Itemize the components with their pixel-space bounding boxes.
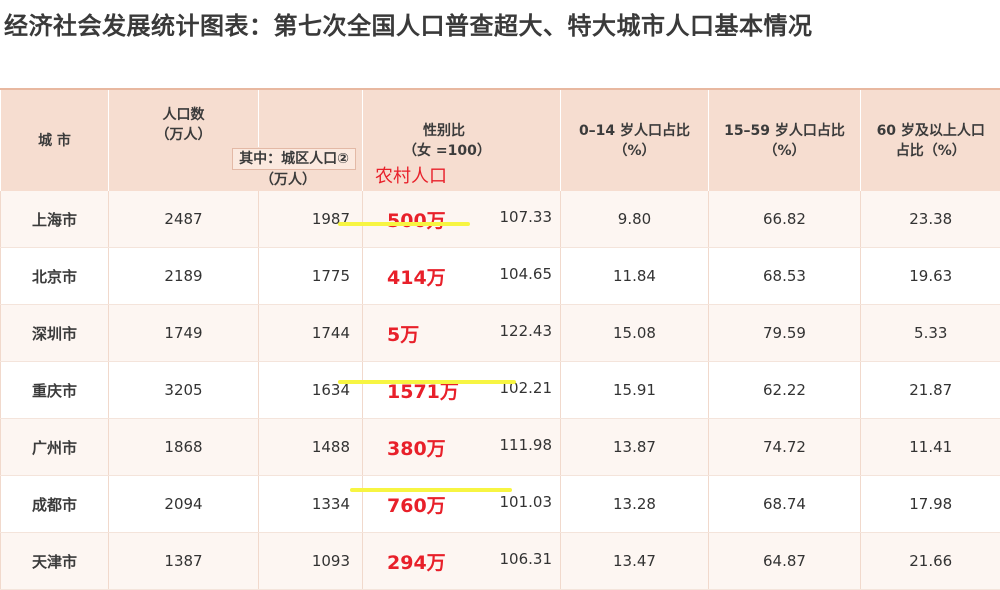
- age-0-14-cell: 11.84: [561, 248, 709, 305]
- rural-population-annotation: 294万: [387, 548, 446, 575]
- urban-population-cell: 1775: [259, 248, 363, 305]
- rural-population-annotation: 5万: [387, 320, 419, 347]
- age-15-59-cell: 64.87: [709, 533, 861, 590]
- city-cell: 天津市: [1, 533, 109, 590]
- rural-sex-cell: 500万 107.33: [363, 191, 561, 248]
- urban-population-cell: 1334: [259, 476, 363, 533]
- age-0-14-cell: 15.08: [561, 305, 709, 362]
- urban-population-cell: 1744: [259, 305, 363, 362]
- age-15-59-cell: 74.72: [709, 419, 861, 476]
- sex-ratio-value: 106.31: [500, 550, 553, 568]
- rural-population-annotation: 760万: [387, 491, 446, 518]
- rural-sex-cell: 380万 111.98: [363, 419, 561, 476]
- age-15-59-cell: 68.53: [709, 248, 861, 305]
- sex-ratio-value: 101.03: [500, 493, 553, 511]
- city-cell: 广州市: [1, 419, 109, 476]
- header-age-0-14: 0–14 岁人口占比 （%）: [561, 89, 709, 191]
- age-60-cell: 23.38: [861, 191, 1000, 248]
- highlight-chongqing: [338, 380, 516, 384]
- population-cell: 2094: [109, 476, 259, 533]
- city-cell: 上海市: [1, 191, 109, 248]
- age-0-14-cell: 13.28: [561, 476, 709, 533]
- sex-ratio-value: 111.98: [500, 436, 553, 454]
- age-0-14-cell: 9.80: [561, 191, 709, 248]
- age-0-14-cell: 15.91: [561, 362, 709, 419]
- age-60-cell: 5.33: [861, 305, 1000, 362]
- table-header: 城 市 人口数 （万人） 性别比 （女 =100） 0–14 岁人口占比 （%）…: [1, 89, 1000, 191]
- header-urban-spacer: [259, 89, 363, 147]
- header-age-15-59: 15–59 岁人口占比 （%）: [709, 89, 861, 191]
- population-cell: 1749: [109, 305, 259, 362]
- page-title: 经济社会发展统计图表：第七次全国人口普查超大、特大城市人口基本情况: [4, 6, 813, 41]
- age-60-cell: 21.87: [861, 362, 1000, 419]
- age-60-cell: 11.41: [861, 419, 1000, 476]
- sex-ratio-value: 122.43: [500, 322, 553, 340]
- population-cell: 3205: [109, 362, 259, 419]
- header-population: 人口数 （万人）: [109, 89, 259, 147]
- age-60-cell: 21.66: [861, 533, 1000, 590]
- rural-population-heading: 农村人口: [375, 162, 447, 188]
- population-cell: 2189: [109, 248, 259, 305]
- age-15-59-cell: 79.59: [709, 305, 861, 362]
- population-cell: 2487: [109, 191, 259, 248]
- rural-population-annotation: 380万: [387, 434, 446, 461]
- rural-sex-cell: 414万 104.65: [363, 248, 561, 305]
- population-cell: 1387: [109, 533, 259, 590]
- city-cell: 深圳市: [1, 305, 109, 362]
- city-cell: 北京市: [1, 248, 109, 305]
- sex-ratio-value: 104.65: [500, 265, 553, 283]
- rural-population-annotation: 500万: [387, 206, 446, 233]
- age-15-59-cell: 68.74: [709, 476, 861, 533]
- highlight-shanghai: [338, 222, 470, 226]
- header-age-60: 60 岁及以上人口 占比（%）: [861, 89, 1000, 191]
- urban-population-cell: 1987: [259, 191, 363, 248]
- age-0-14-cell: 13.47: [561, 533, 709, 590]
- highlight-chengdu: [350, 488, 512, 492]
- rural-sex-cell: 760万 101.03: [363, 476, 561, 533]
- age-0-14-cell: 13.87: [561, 419, 709, 476]
- rural-sex-cell: 294万 106.31: [363, 533, 561, 590]
- rural-population-annotation: 414万: [387, 263, 446, 290]
- header-city: 城 市: [1, 89, 109, 191]
- population-table: 城 市 人口数 （万人） 性别比 （女 =100） 0–14 岁人口占比 （%）…: [0, 88, 1000, 540]
- urban-population-cell: 1634: [259, 362, 363, 419]
- age-15-59-cell: 62.22: [709, 362, 861, 419]
- age-60-cell: 19.63: [861, 248, 1000, 305]
- city-cell: 成都市: [1, 476, 109, 533]
- city-cell: 重庆市: [1, 362, 109, 419]
- age-15-59-cell: 66.82: [709, 191, 861, 248]
- urban-population-cell: 1488: [259, 419, 363, 476]
- sex-ratio-value: 107.33: [500, 208, 553, 226]
- population-cell: 1868: [109, 419, 259, 476]
- header-urban-population: 其中：城区人口② （万人）: [109, 147, 363, 191]
- age-60-cell: 17.98: [861, 476, 1000, 533]
- urban-population-cell: 1093: [259, 533, 363, 590]
- rural-sex-cell: 5万 122.43: [363, 305, 561, 362]
